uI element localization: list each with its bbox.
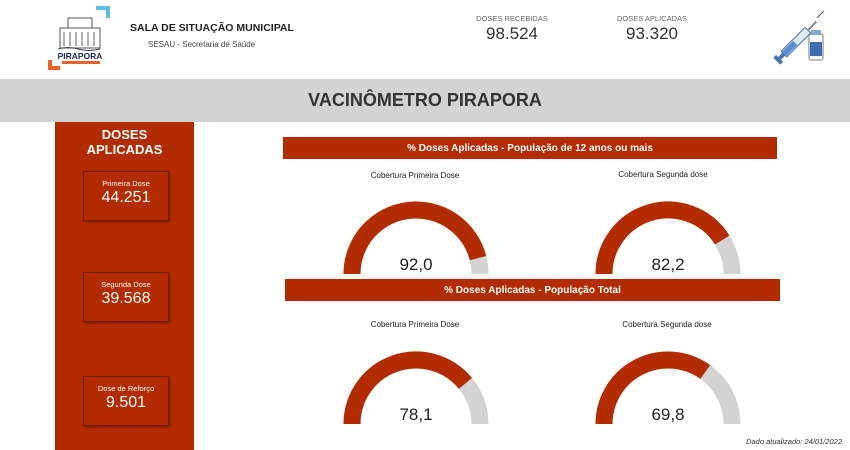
sidebar-panel [55, 122, 194, 450]
gauge-total-second-dose: 69,8 [595, 351, 741, 425]
dose-card-booster: Dose de Reforço 9.501 [83, 376, 169, 426]
section-header-12plus: % Doses Aplicadas - População de 12 anos… [283, 137, 777, 159]
gauge-fill [343, 351, 472, 425]
dose-card-label: Dose de Reforço [97, 384, 155, 393]
gauge-label: Cobertura Segunda dose [618, 170, 708, 179]
dose-card-label: Primeira Dose [102, 179, 150, 188]
last-updated: Dado atualizado: 24/01/2022 [746, 437, 842, 446]
sidebar-title-line1: DOSES [101, 127, 148, 142]
kpi-received-label: DOSES RECEBIDAS [476, 14, 548, 23]
gauge-fill [595, 201, 730, 275]
gauge-fill [595, 351, 711, 425]
gauge-12plus-second-dose: 82,2 [595, 201, 741, 275]
gauge-label: Cobertura Primeira Dose [370, 320, 460, 329]
gauge-label: Cobertura Primeira Dose [370, 171, 460, 180]
logo-text: PIRAPORA [58, 51, 103, 61]
dose-card-value: 39.568 [101, 290, 151, 307]
syringe-vial-icon [773, 10, 825, 65]
section-title: % Doses Aplicadas - População de 12 anos… [407, 142, 653, 154]
app-title: SALA DE SITUAÇÃO MUNICIPAL [130, 22, 294, 34]
kpi-received-value: 98.524 [486, 24, 538, 43]
kpi-applied-value: 93.320 [626, 24, 678, 43]
gauge-total-first-dose: 78,1 [343, 351, 489, 425]
dose-card-value: 9.501 [105, 394, 147, 411]
dose-card-label: Segunda Dose [101, 280, 151, 289]
section-header-total: % Doses Aplicadas - População Total [285, 279, 780, 301]
page-banner: VACINÔMETRO PIRAPORA [0, 79, 850, 122]
gauge-value: 69,8 [651, 405, 684, 424]
gauge-fill [343, 201, 487, 275]
sidebar-title-line2: APLICADAS [86, 142, 163, 157]
dose-card-value: 44.251 [101, 189, 151, 206]
gauge-value: 92,0 [399, 255, 432, 274]
gauge-label: Cobertura Segunda dose [622, 320, 712, 329]
kpi-applied-label: DOSES APLICADAS [616, 14, 688, 23]
section-title: % Doses Aplicadas - População Total [444, 284, 621, 296]
gauge-12plus-first-dose: 92,0 [343, 201, 489, 275]
page-title: VACINÔMETRO PIRAPORA [308, 90, 542, 110]
dose-card-first: Primeira Dose 44.251 [83, 171, 169, 221]
dose-card-second: Segunda Dose 39.568 [83, 272, 169, 322]
app-subtitle: SESAU - Secretaria de Saúde [148, 40, 256, 49]
pirapora-logo: PIRAPORA [48, 6, 110, 70]
sidebar-title: DOSES APLICADAS [55, 127, 194, 157]
gauge-value: 78,1 [399, 405, 432, 424]
gauge-value: 82,2 [651, 255, 684, 274]
